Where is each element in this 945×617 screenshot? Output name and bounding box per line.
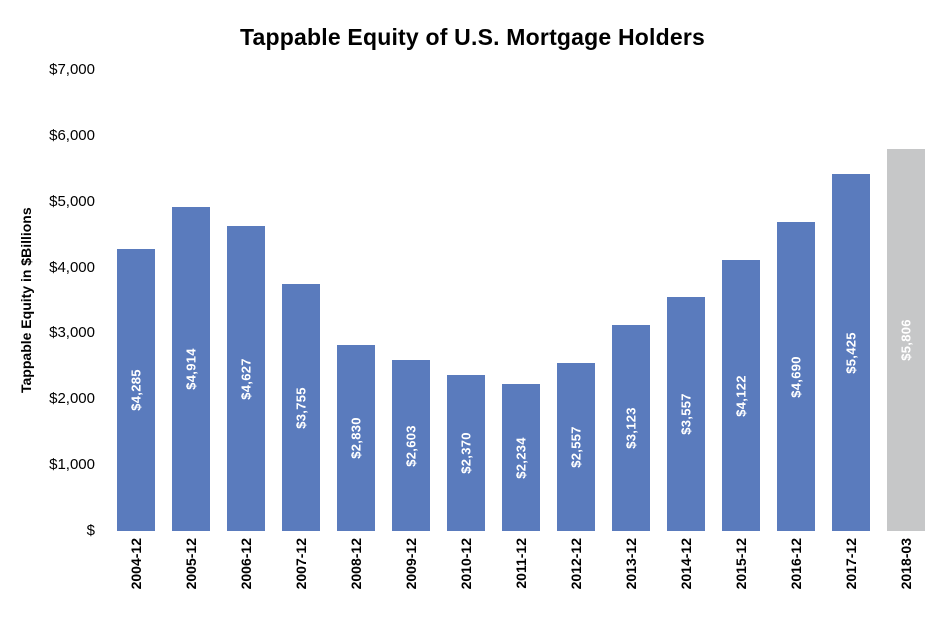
x-tick-column: 2015-12 bbox=[714, 538, 769, 613]
bar: $2,603 bbox=[391, 360, 430, 531]
bar: $4,914 bbox=[171, 207, 210, 531]
y-tick-label: $3,000 bbox=[49, 324, 95, 342]
bar-value-label: $2,603 bbox=[403, 424, 419, 467]
bar-value-label: $3,123 bbox=[623, 407, 639, 449]
x-tick-column: 2006-12 bbox=[218, 538, 273, 613]
bar-column: $4,690 bbox=[769, 70, 824, 531]
bar-column: $5,425 bbox=[824, 70, 879, 531]
bar-column: $2,603 bbox=[383, 70, 438, 531]
bar-value-label: $4,285 bbox=[128, 369, 144, 411]
x-tick-label: 2013-12 bbox=[623, 538, 640, 590]
y-tick-label: $6,000 bbox=[49, 126, 95, 144]
x-tick-label: 2006-12 bbox=[237, 538, 254, 590]
bar-column: $4,122 bbox=[714, 70, 769, 531]
x-tick-label: 2008-12 bbox=[347, 538, 364, 590]
bar-value-label: $4,122 bbox=[733, 374, 749, 417]
chart-title: Tappable Equity of U.S. Mortgage Holders bbox=[239, 24, 706, 50]
x-tick-label: 2018-03 bbox=[898, 538, 915, 590]
x-tick-column: 2010-12 bbox=[438, 538, 493, 613]
bar-value-label: $3,755 bbox=[293, 386, 309, 429]
x-axis: 2004-12 2005-12 2006-12 2007-12 2008-12 2009-… bbox=[108, 538, 934, 613]
x-tick-label: 2009-12 bbox=[402, 538, 419, 590]
bar: $2,234 bbox=[501, 384, 540, 531]
bar-column: $2,557 bbox=[549, 70, 604, 531]
bar: $2,830 bbox=[336, 345, 375, 531]
bar-value-label: $2,234 bbox=[513, 436, 529, 479]
bar: $2,370 bbox=[446, 375, 485, 531]
bar: $4,690 bbox=[777, 222, 816, 531]
bar-column: $4,285 bbox=[108, 70, 163, 531]
bar-column: $2,830 bbox=[328, 70, 383, 531]
x-tick-column: 2009-12 bbox=[383, 538, 438, 613]
bar-column: $3,557 bbox=[659, 70, 714, 531]
x-tick-label: 2004-12 bbox=[127, 538, 144, 590]
x-tick-label: 2011-12 bbox=[512, 538, 529, 589]
x-tick-column: 2008-12 bbox=[328, 538, 383, 613]
bar: $5,806 bbox=[887, 149, 926, 531]
y-axis: $7,000 $6,000 $5,000 $4,000 $3,000 $2,000 $1,0… bbox=[0, 0, 95, 617]
x-tick-label: 2007-12 bbox=[292, 538, 309, 590]
x-tick-column: 2017-12 bbox=[824, 538, 879, 613]
bar: $3,755 bbox=[281, 284, 320, 531]
bar-column: $5,806 bbox=[879, 70, 934, 531]
bar-column: $2,370 bbox=[438, 70, 493, 531]
x-tick-column: 2004-12 bbox=[108, 538, 163, 613]
bar: $2,557 bbox=[557, 363, 596, 531]
x-tick-column: 2012-12 bbox=[549, 538, 604, 613]
x-tick-label: 2010-12 bbox=[457, 538, 474, 590]
bar: $5,425 bbox=[832, 174, 871, 531]
x-tick-label: 2016-12 bbox=[788, 538, 805, 590]
x-tick-column: 2014-12 bbox=[659, 538, 714, 613]
bar: $3,123 bbox=[612, 325, 651, 531]
bar: $4,285 bbox=[116, 249, 155, 531]
y-tick-label: $2,000 bbox=[49, 390, 95, 408]
bar-value-label: $2,370 bbox=[458, 432, 474, 474]
y-tick-label: $5,000 bbox=[49, 192, 95, 210]
bar-value-label: $2,557 bbox=[568, 426, 584, 468]
bar-column: $4,627 bbox=[218, 70, 273, 531]
x-tick-column: 2016-12 bbox=[769, 538, 824, 613]
bar-value-label: $2,830 bbox=[348, 417, 364, 459]
x-tick-label: 2015-12 bbox=[733, 538, 750, 590]
x-tick-label: 2012-12 bbox=[568, 538, 585, 590]
bar-column: $2,234 bbox=[493, 70, 548, 531]
bar-value-label: $4,627 bbox=[238, 357, 254, 400]
y-tick-label: $4,000 bbox=[49, 258, 95, 276]
x-tick-column: 2011-12 bbox=[493, 538, 548, 613]
bar-value-label: $5,806 bbox=[898, 319, 914, 361]
y-tick-label: $1,000 bbox=[49, 456, 95, 474]
bar-value-label: $5,425 bbox=[843, 331, 859, 374]
x-tick-column: 2013-12 bbox=[604, 538, 659, 613]
bar-column: $4,914 bbox=[163, 70, 218, 531]
x-tick-column: 2005-12 bbox=[163, 538, 218, 613]
x-tick-label: 2005-12 bbox=[182, 538, 199, 590]
y-tick-label: $7,000 bbox=[49, 61, 95, 78]
bar-value-label: $4,690 bbox=[788, 355, 804, 398]
x-tick-label: 2017-12 bbox=[843, 538, 860, 590]
x-tick-column: 2007-12 bbox=[273, 538, 328, 613]
bar: $4,627 bbox=[226, 226, 265, 531]
bar-column: $3,755 bbox=[273, 70, 328, 531]
plot-area: $4,285 $4,914 $4,627 $3,755 $2,830 $2,603 $2,3… bbox=[108, 70, 934, 531]
x-tick-column: 2018-03 bbox=[879, 538, 934, 613]
bar-value-label: $4,914 bbox=[183, 348, 199, 390]
bar: $3,557 bbox=[667, 297, 706, 531]
y-tick-label: $ bbox=[86, 522, 95, 539]
bar-value-label: $3,557 bbox=[678, 393, 694, 435]
x-tick-label: 2014-12 bbox=[678, 538, 695, 590]
bar: $4,122 bbox=[722, 260, 761, 531]
bar-column: $3,123 bbox=[604, 70, 659, 531]
